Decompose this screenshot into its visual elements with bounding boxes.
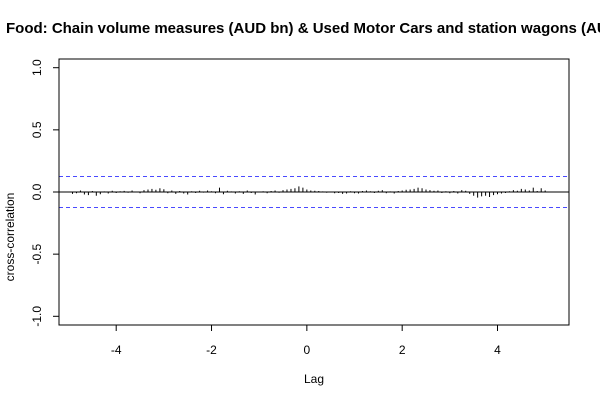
y-tick-label: 0.5 xyxy=(30,121,44,138)
x-axis-label: Lag xyxy=(304,372,324,386)
x-axis: -4 -2 0 2 4 xyxy=(111,324,501,357)
y-tick-label: 0.0 xyxy=(30,183,44,200)
y-tick-label: 1.0 xyxy=(30,59,44,76)
chart-title: Food: Chain volume measures (AUD bn) & U… xyxy=(6,20,600,37)
y-axis-label: cross-correlation xyxy=(3,193,17,282)
y-tick-label: -1.0 xyxy=(30,306,44,327)
confidence-bounds xyxy=(59,175,569,209)
plot-area xyxy=(58,58,570,326)
x-tick-label: 2 xyxy=(399,343,406,357)
y-tick-label: -0.5 xyxy=(30,243,44,264)
x-tick-label: 4 xyxy=(494,343,501,357)
x-tick-label: -2 xyxy=(206,343,217,357)
y-axis: -1.0 -0.5 0.0 0.5 1.0 xyxy=(30,59,60,327)
x-tick-label: -4 xyxy=(111,343,122,357)
x-tick-label: 0 xyxy=(304,343,311,357)
ccf-bars xyxy=(71,186,546,198)
